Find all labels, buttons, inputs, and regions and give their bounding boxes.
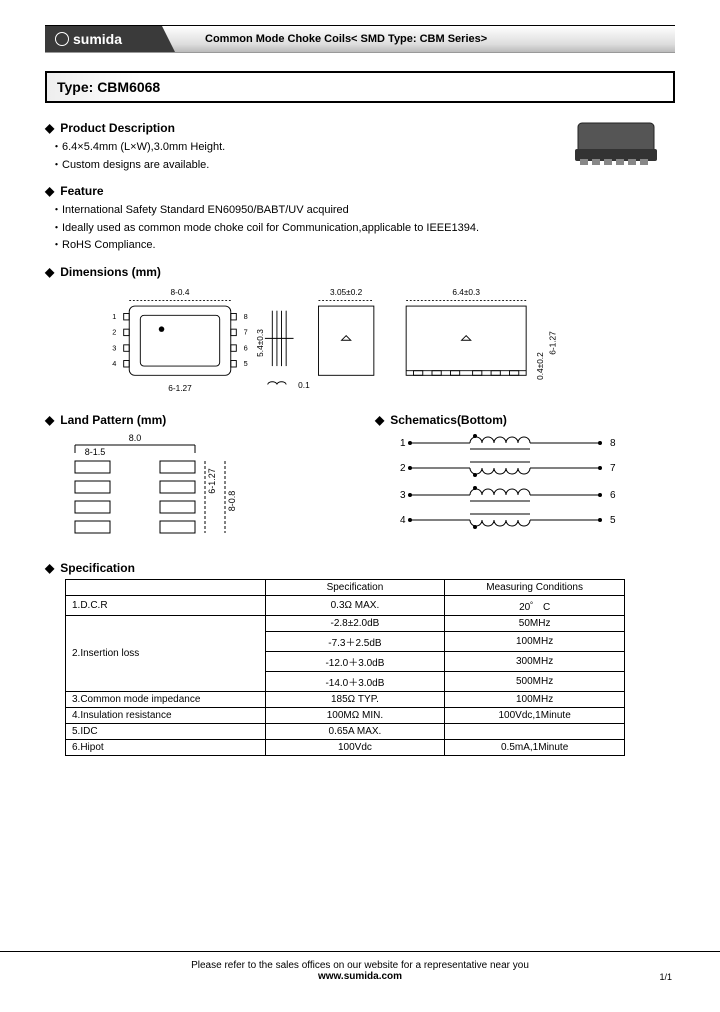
- table-row: 4.Insulation resistance100MΩ MIN.100Vdc,…: [66, 707, 625, 723]
- diamond-icon: ◆: [45, 413, 54, 427]
- section-specification: ◆ Specification Specification Measuring C…: [45, 561, 675, 756]
- svg-text:8: 8: [244, 312, 248, 321]
- svg-text:6-1.27: 6-1.27: [168, 383, 192, 393]
- diamond-icon: ◆: [45, 121, 54, 135]
- svg-text:4: 4: [400, 515, 406, 526]
- svg-text:0.1: 0.1: [298, 380, 310, 390]
- section-land-pattern: ◆ Land Pattern (mm) 8.0 8-1.5: [45, 413, 345, 551]
- section-title: Feature: [60, 184, 103, 198]
- svg-text:5.4±0.3: 5.4±0.3: [255, 329, 265, 357]
- feature-line: ・Ideally used as common mode choke coil …: [51, 220, 675, 238]
- table-row: 3.Common mode impedance185Ω TYP.100MHz: [66, 691, 625, 707]
- svg-text:0.4±0.2: 0.4±0.2: [535, 352, 545, 380]
- feature-line: ・RoHS Compliance.: [51, 237, 675, 255]
- svg-text:8-0.8: 8-0.8: [227, 491, 237, 512]
- table-row: 2.Insertion loss-2.8±2.0dB50MHz: [66, 615, 625, 631]
- dimensions-diagram: 1 2 3 4 8 7 6 5 8-0.4 6-1.27 5.4±0.3: [45, 283, 675, 403]
- section-feature: ◆ Feature ・International Safety Standard …: [45, 184, 675, 255]
- section-title: Dimensions (mm): [60, 265, 161, 279]
- brand-text: sumida: [73, 31, 122, 47]
- footer-url: www.sumida.com: [0, 971, 720, 982]
- svg-text:6: 6: [610, 490, 616, 501]
- header-cell: Measuring Conditions: [445, 579, 625, 595]
- table-row: 1.D.C.R0.3Ω MAX.20゜ C: [66, 595, 625, 615]
- table-row: 6.Hipot100Vdc0.5mA,1Minute: [66, 739, 625, 755]
- section-dimensions: ◆ Dimensions (mm) 1: [45, 265, 675, 403]
- svg-text:8.0: 8.0: [129, 433, 142, 443]
- svg-text:6-1.27: 6-1.27: [207, 468, 217, 494]
- svg-text:8: 8: [610, 438, 616, 449]
- type-box: Type: CBM6068: [45, 71, 675, 103]
- svg-text:8-0.4: 8-0.4: [171, 287, 190, 297]
- section-schematics: ◆ Schematics(Bottom) 1 8: [375, 413, 675, 551]
- document-header: sumida Common Mode Choke Coils< SMD Type…: [45, 25, 675, 53]
- svg-text:3: 3: [400, 490, 406, 501]
- logo-icon: [55, 32, 69, 46]
- header-title: Common Mode Choke Coils< SMD Type: CBM S…: [205, 33, 487, 45]
- section-title: Product Description: [60, 121, 175, 135]
- svg-text:6.4±0.3: 6.4±0.3: [452, 287, 480, 297]
- diamond-icon: ◆: [45, 561, 54, 575]
- svg-text:7: 7: [610, 463, 616, 474]
- svg-text:5: 5: [610, 515, 616, 526]
- section-title: Schematics(Bottom): [390, 413, 507, 427]
- product-image: [570, 115, 665, 170]
- svg-text:6: 6: [244, 343, 248, 352]
- page-number: 1/1: [659, 972, 672, 982]
- svg-text:6-1.27: 6-1.27: [548, 331, 558, 355]
- diamond-icon: ◆: [45, 265, 54, 279]
- section-title: Land Pattern (mm): [60, 413, 166, 427]
- svg-text:1: 1: [400, 438, 406, 449]
- svg-text:2: 2: [400, 463, 406, 474]
- svg-text:3: 3: [112, 343, 116, 352]
- brand-logo: sumida: [45, 26, 175, 52]
- table-header-row: Specification Measuring Conditions: [66, 579, 625, 595]
- svg-text:4: 4: [112, 359, 116, 368]
- page-footer: Please refer to the sales offices on our…: [0, 951, 720, 982]
- svg-text:8-1.5: 8-1.5: [85, 447, 106, 457]
- svg-text:5: 5: [244, 359, 248, 368]
- schematics-diagram: 1 8 2 7: [375, 431, 675, 541]
- svg-text:7: 7: [244, 328, 248, 337]
- land-pattern-diagram: 8.0 8-1.5: [45, 431, 345, 541]
- table-row: 5.IDC0.65A MAX.: [66, 723, 625, 739]
- section-title: Specification: [60, 561, 135, 575]
- diamond-icon: ◆: [375, 413, 384, 427]
- diamond-icon: ◆: [45, 184, 54, 198]
- svg-text:3.05±0.2: 3.05±0.2: [330, 287, 363, 297]
- header-cell: Specification: [265, 579, 445, 595]
- footer-line: Please refer to the sales offices on our…: [0, 960, 720, 971]
- header-cell: [66, 579, 266, 595]
- spec-table: Specification Measuring Conditions 1.D.C…: [65, 579, 625, 756]
- svg-text:1: 1: [112, 312, 116, 321]
- feature-line: ・International Safety Standard EN60950/B…: [51, 202, 675, 220]
- svg-text:2: 2: [112, 328, 116, 337]
